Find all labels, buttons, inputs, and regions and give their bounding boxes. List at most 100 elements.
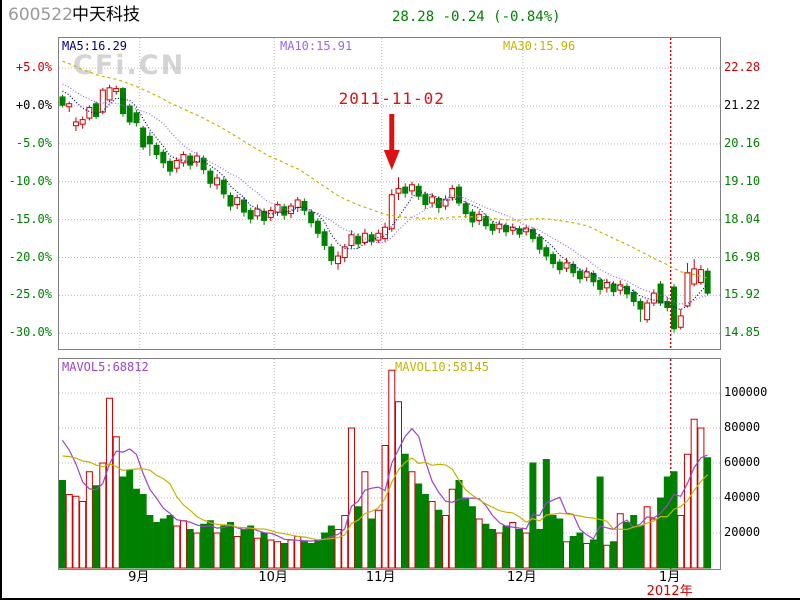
volume-bar: [650, 518, 658, 569]
volume-bar: [227, 522, 234, 569]
pct-tick-label: -25.0%: [8, 287, 52, 302]
candle-body: [294, 199, 301, 209]
volume-bar: [448, 488, 456, 569]
pct-tick-label: -10.0%: [8, 173, 52, 188]
candle-body: [449, 188, 456, 199]
candle-body: [214, 177, 221, 186]
volume-bar: [388, 369, 396, 569]
month-label: 1月: [659, 570, 681, 585]
candle-body: [563, 262, 570, 269]
volume-bar: [677, 515, 685, 569]
candle-body: [402, 186, 409, 194]
candle-body: [677, 315, 684, 328]
volume-bar: [563, 541, 570, 569]
price-tick-label: 21.22: [724, 98, 761, 112]
volume-bar: [690, 418, 698, 569]
quote-price-change: 28.28 -0.24 (-0.84%): [392, 9, 561, 25]
candle-body: [314, 220, 321, 234]
volume-bar: [233, 536, 241, 569]
candle-body: [509, 226, 516, 231]
candle-body: [644, 302, 651, 321]
ma10-line: [62, 83, 708, 305]
mavol-label-5: MAVOL5:68812: [62, 360, 149, 374]
volume-bar: [159, 518, 167, 569]
stock-code: 600522: [8, 5, 73, 25]
volume-bar: [482, 523, 490, 569]
mavol-label-10: MAVOL10:58145: [395, 360, 489, 374]
price-tick-label: 18.04: [724, 211, 761, 226]
price-tick-label: 20.16: [724, 135, 761, 150]
volume-bar: [146, 515, 154, 569]
volume-bar: [85, 471, 93, 569]
candle-body: [126, 105, 133, 123]
volume-bar: [92, 485, 100, 569]
pct-tick-label: +0.0%: [15, 98, 52, 112]
volume-bar: [603, 544, 611, 569]
candle-body: [207, 170, 214, 184]
volume-bar: [200, 523, 208, 569]
candle-body: [281, 206, 288, 216]
candle-body: [570, 263, 577, 274]
price-tick-label: 15.92: [724, 287, 761, 302]
volume-bar: [589, 539, 597, 569]
volume-bar: [455, 480, 463, 569]
candle-body: [550, 254, 557, 265]
volume-bar: [435, 509, 443, 569]
candle-body: [516, 228, 523, 235]
ma-label-10: MA10:15.91: [280, 39, 353, 53]
volume-bar: [502, 525, 510, 569]
candle-body: [382, 226, 389, 240]
candle-body: [536, 236, 543, 250]
volume-bar: [65, 494, 73, 569]
candle-body: [664, 300, 671, 309]
volume-bar: [179, 520, 187, 569]
candle-body: [133, 112, 140, 124]
mavol5-line: [62, 427, 708, 542]
volume-tick-label: 100000: [724, 385, 768, 399]
candle-body: [180, 153, 187, 164]
volume-bar: [220, 525, 228, 569]
candle-body: [503, 225, 510, 233]
price-tick-label: 14.85: [724, 325, 761, 340]
volume-bar: [442, 515, 450, 569]
volume-bar: [462, 497, 470, 569]
volume-bar: [515, 529, 523, 569]
candle-body: [119, 88, 126, 115]
candle-body: [99, 89, 106, 113]
volume-bar: [421, 494, 429, 569]
volume-bar: [334, 529, 342, 569]
volume-bar: [522, 532, 530, 569]
volume-bar: [489, 529, 497, 569]
candle-body: [422, 194, 429, 206]
volume-bar: [556, 518, 564, 569]
volume-bar: [294, 536, 302, 569]
candle-body: [355, 235, 362, 245]
month-label: 9月: [128, 570, 150, 585]
pct-tick-label: -30.0%: [8, 325, 52, 340]
mavol10-line: [62, 455, 709, 541]
annotation-arrow-head: [383, 150, 400, 170]
volume-bar: [536, 529, 544, 569]
candle-body: [556, 261, 563, 271]
candle-body: [395, 188, 402, 194]
volume-bar: [72, 495, 80, 569]
candle-body: [301, 200, 308, 212]
candle-body: [167, 160, 174, 172]
volume-bar: [630, 515, 638, 569]
volume-bar: [347, 427, 355, 569]
volume-bar: [314, 539, 322, 569]
volume-bar: [368, 518, 376, 569]
volume-bar: [354, 506, 362, 569]
volume-bar: [274, 541, 282, 569]
pct-tick-label: -20.0%: [8, 249, 52, 264]
candle-body: [691, 268, 698, 285]
volume-bar: [59, 480, 66, 569]
candle-body: [375, 232, 382, 241]
candle-body: [193, 155, 200, 163]
volume-bar: [361, 471, 369, 569]
volume-bar: [99, 462, 107, 569]
candle-body: [455, 186, 462, 204]
volume-tick-label: 80000: [724, 420, 761, 434]
price-tick-label: 22.28: [724, 60, 761, 75]
volume-bar: [139, 494, 147, 569]
